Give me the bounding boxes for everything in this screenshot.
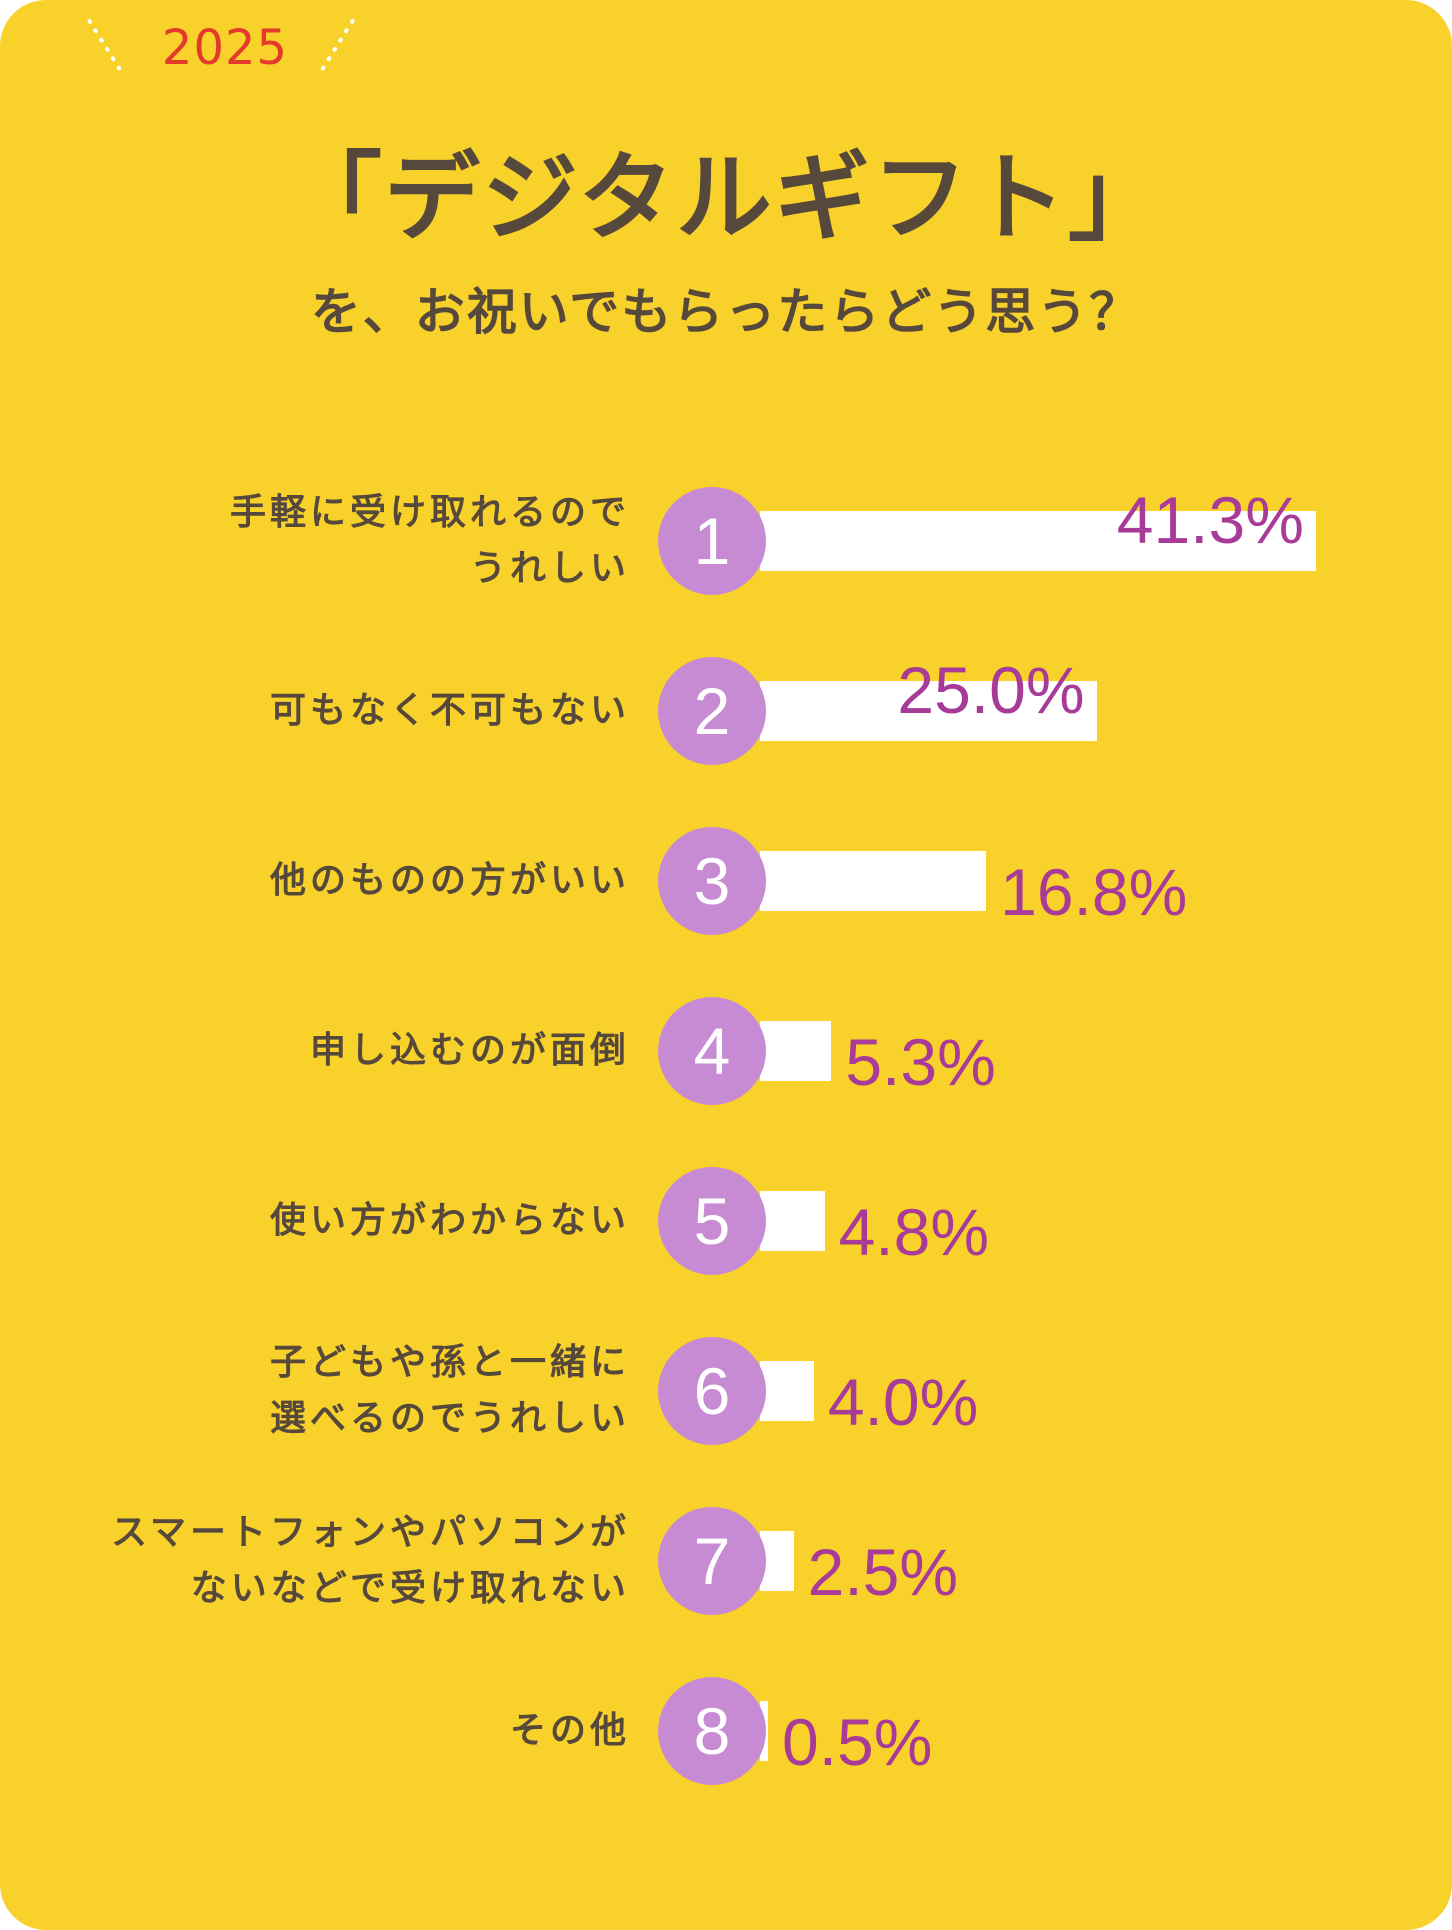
rank-badge: 5 — [658, 1167, 766, 1275]
rank-badge: 1 — [658, 487, 766, 595]
category-label: 他のものの方がいい — [269, 860, 630, 901]
rank-badge: 3 — [658, 827, 766, 935]
value-label: 25.0% — [897, 653, 1085, 727]
rank-badge: 2 — [658, 657, 766, 765]
rank-badge: 4 — [658, 997, 766, 1105]
category-label: 子どもや孫と一緒に 選べるのでうれしい — [269, 1342, 630, 1439]
value-label: 41.3% — [1116, 483, 1304, 557]
value-label: 16.8% — [1000, 855, 1188, 929]
rank-badge: 6 — [658, 1337, 766, 1445]
value-label: 4.8% — [838, 1195, 990, 1269]
value-label: 5.3% — [845, 1025, 996, 1099]
category-label: 申し込むのが面倒 — [309, 1030, 630, 1071]
bar — [760, 1361, 814, 1421]
bar — [760, 1191, 825, 1251]
bar — [760, 511, 1316, 571]
category-label: 使い方がわからない — [269, 1200, 630, 1241]
value-label: 0.5% — [782, 1705, 933, 1779]
value-label: 2.5% — [807, 1535, 959, 1609]
category-label: その他 — [509, 1710, 630, 1751]
chart-subtitle: を、お祝いでもらったらどう思う？ — [310, 283, 1142, 341]
year-badge: 2025 — [86, 6, 356, 88]
rank-badge: 8 — [658, 1677, 766, 1785]
bar — [760, 1021, 832, 1081]
chart-title: 「デジタルギフト」 — [285, 142, 1167, 254]
value-label: 4.0% — [827, 1365, 979, 1439]
category-label: 手軽に受け取れるので うれしい — [229, 492, 630, 589]
year-label: 2025 — [161, 20, 289, 76]
bar — [760, 851, 987, 911]
category-label: スマートフォンやパソコンが ないなどで受け取れない — [111, 1512, 630, 1609]
rank-badge: 7 — [658, 1507, 766, 1615]
category-label: 可もなく不可もない — [269, 690, 630, 731]
bar — [760, 681, 1097, 741]
